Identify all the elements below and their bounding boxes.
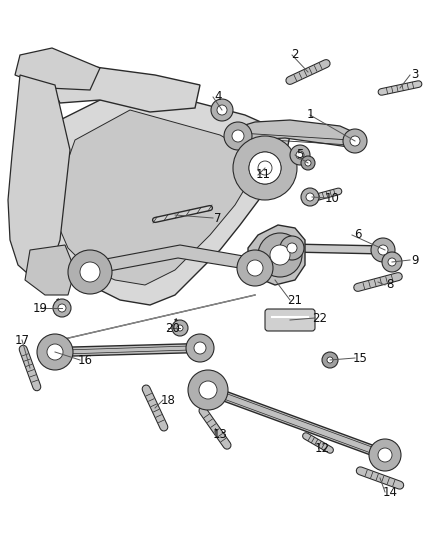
Polygon shape (88, 245, 255, 275)
Circle shape (382, 252, 402, 272)
Circle shape (378, 245, 388, 255)
Text: 16: 16 (78, 353, 92, 367)
Circle shape (224, 122, 252, 150)
Circle shape (211, 99, 233, 121)
Circle shape (247, 260, 263, 276)
Polygon shape (25, 245, 75, 295)
Polygon shape (45, 85, 290, 305)
Circle shape (301, 156, 315, 170)
Circle shape (301, 188, 319, 206)
Text: 2: 2 (291, 49, 299, 61)
Circle shape (249, 152, 281, 184)
Text: 5: 5 (297, 149, 304, 161)
Polygon shape (232, 120, 360, 148)
Circle shape (199, 381, 217, 399)
Polygon shape (248, 225, 305, 285)
Circle shape (388, 258, 396, 266)
Text: 12: 12 (314, 441, 329, 455)
Text: 14: 14 (382, 486, 398, 498)
Circle shape (194, 342, 206, 354)
Text: 9: 9 (411, 254, 419, 266)
Polygon shape (8, 75, 70, 280)
Polygon shape (290, 244, 385, 254)
Text: 7: 7 (214, 212, 222, 224)
Polygon shape (55, 343, 200, 357)
Text: 6: 6 (354, 229, 362, 241)
FancyBboxPatch shape (265, 309, 315, 331)
Circle shape (53, 299, 71, 317)
Circle shape (47, 344, 63, 360)
Polygon shape (58, 110, 255, 285)
Text: 15: 15 (353, 351, 367, 365)
Circle shape (37, 334, 73, 370)
Circle shape (327, 357, 333, 363)
Circle shape (343, 129, 367, 153)
Circle shape (186, 334, 214, 362)
Circle shape (258, 233, 302, 277)
Circle shape (290, 145, 310, 165)
Text: 10: 10 (325, 191, 339, 205)
Circle shape (188, 370, 228, 410)
Circle shape (68, 250, 112, 294)
Circle shape (305, 160, 311, 166)
Circle shape (177, 325, 183, 331)
Polygon shape (206, 385, 387, 459)
Text: 17: 17 (14, 334, 29, 346)
Circle shape (350, 136, 360, 146)
Circle shape (249, 152, 281, 184)
Circle shape (80, 262, 100, 282)
Text: 21: 21 (287, 294, 303, 306)
Polygon shape (15, 48, 100, 90)
Text: 3: 3 (411, 69, 419, 82)
Text: 11: 11 (255, 168, 271, 182)
Text: 1: 1 (306, 109, 314, 122)
Text: 19: 19 (32, 302, 47, 314)
Circle shape (232, 130, 244, 142)
Circle shape (270, 245, 290, 265)
Circle shape (237, 250, 273, 286)
Circle shape (296, 151, 304, 159)
Circle shape (369, 439, 401, 471)
Circle shape (233, 136, 297, 200)
Circle shape (378, 448, 392, 462)
Circle shape (371, 238, 395, 262)
Circle shape (217, 105, 227, 115)
Circle shape (322, 352, 338, 368)
Text: 22: 22 (312, 311, 328, 325)
Circle shape (172, 320, 188, 336)
Circle shape (280, 236, 304, 260)
Text: 13: 13 (212, 429, 227, 441)
Circle shape (58, 304, 66, 312)
Circle shape (287, 243, 297, 253)
Text: 4: 4 (214, 91, 222, 103)
Polygon shape (50, 65, 200, 112)
Circle shape (306, 193, 314, 201)
Text: 18: 18 (161, 393, 176, 407)
Circle shape (258, 161, 272, 175)
Text: 8: 8 (386, 279, 394, 292)
Text: 20: 20 (166, 321, 180, 335)
